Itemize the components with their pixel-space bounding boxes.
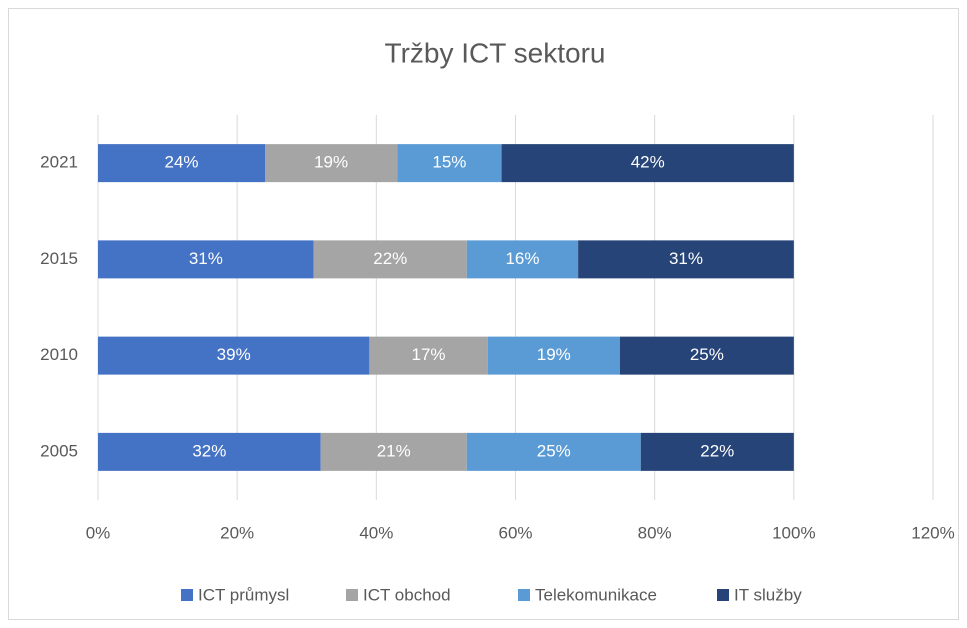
- bar-segment: [265, 144, 398, 183]
- bar-segment: [397, 144, 502, 183]
- bar-segment: [98, 432, 321, 471]
- bar-segment: [369, 336, 488, 375]
- legend-label: ICT obchod: [363, 585, 451, 604]
- data-label: 31%: [669, 249, 703, 268]
- x-tick-label: 20%: [220, 523, 254, 542]
- chart-title: Tržby ICT sektoru: [385, 37, 606, 68]
- bar-segment: [98, 240, 314, 279]
- bar-segment: [466, 240, 579, 279]
- data-label: 32%: [192, 441, 226, 460]
- data-label: 21%: [377, 441, 411, 460]
- legend-swatch: [717, 589, 729, 601]
- data-label: 16%: [505, 249, 539, 268]
- data-label: 22%: [700, 441, 734, 460]
- data-label: 31%: [189, 249, 223, 268]
- data-label: 25%: [537, 441, 571, 460]
- y-tick-label: 2010: [40, 345, 78, 364]
- data-label: 42%: [631, 153, 665, 172]
- legend-swatch: [518, 589, 530, 601]
- y-tick-label: 2005: [40, 441, 78, 460]
- chart-border: [8, 8, 959, 620]
- legend-label: Telekomunikace: [535, 585, 657, 604]
- data-label: 15%: [432, 153, 466, 172]
- bar-segment: [619, 336, 794, 375]
- y-tick-label: 2021: [40, 153, 78, 172]
- data-label: 39%: [217, 345, 251, 364]
- bar-segment: [578, 240, 794, 279]
- bar-segment: [98, 336, 370, 375]
- y-tick-label: 2015: [40, 249, 78, 268]
- legend-label: ICT průmysl: [198, 585, 289, 604]
- bar-segment: [640, 432, 794, 471]
- data-label: 19%: [537, 345, 571, 364]
- x-tick-label: 0%: [86, 523, 111, 542]
- data-label: 19%: [314, 153, 348, 172]
- bar-segment: [98, 144, 265, 183]
- data-label: 22%: [373, 249, 407, 268]
- x-tick-label: 120%: [911, 523, 954, 542]
- legend-swatch: [181, 589, 193, 601]
- bar-segment: [487, 336, 620, 375]
- x-tick-label: 40%: [359, 523, 393, 542]
- bar-segment: [501, 144, 794, 183]
- x-tick-label: 60%: [498, 523, 532, 542]
- bar-segment: [320, 432, 467, 471]
- data-label: 25%: [690, 345, 724, 364]
- legend-swatch: [346, 589, 358, 601]
- legend-label: IT služby: [734, 585, 802, 604]
- data-label: 24%: [164, 153, 198, 172]
- x-tick-label: 80%: [638, 523, 672, 542]
- x-tick-label: 100%: [772, 523, 815, 542]
- bar-segment: [313, 240, 467, 279]
- data-label: 17%: [412, 345, 446, 364]
- bar-segment: [466, 432, 641, 471]
